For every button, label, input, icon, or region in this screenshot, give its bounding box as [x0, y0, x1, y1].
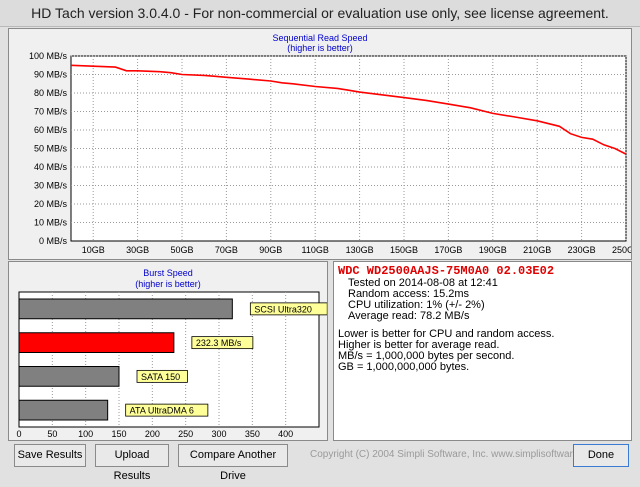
- seq-x-tick-label: 130GB: [346, 245, 374, 255]
- seq-y-tick-label: 0 MB/s: [39, 236, 68, 246]
- burst-bar: [18, 298, 233, 320]
- burst-x-tick-label: 150: [111, 429, 126, 439]
- seq-y-tick-label: 70 MB/s: [34, 107, 68, 117]
- burst-bar-label: ATA UltraDMA 6: [130, 406, 194, 416]
- sequential-read-chart: Sequential Read Speed (higher is better)…: [29, 33, 640, 255]
- seq-x-tick-label: 190GB: [479, 245, 507, 255]
- seq-y-tick-label: 80 MB/s: [34, 88, 68, 98]
- sequential-read-panel: Sequential Read Speed (higher is better)…: [8, 28, 640, 260]
- seq-x-tick-label: 150GB: [390, 245, 418, 255]
- burst-bar: [18, 332, 175, 353]
- burst-x-tick-label: 350: [245, 429, 260, 439]
- burst-bar-label-box: [136, 369, 188, 383]
- burst-x-tick-label: 250: [178, 429, 193, 439]
- tested-on: Tested on 2014-08-08 at 12:41: [348, 277, 498, 289]
- seq-x-tick-label: 50GB: [170, 245, 193, 255]
- burst-x-tick-label: 300: [211, 429, 226, 439]
- burst-bar-label: SCSI Ultra320: [254, 304, 312, 314]
- burst-x-tick-label: 200: [145, 429, 160, 439]
- burst-chart-subtitle: (higher is better): [135, 279, 201, 289]
- seq-y-tick-label: 100 MB/s: [29, 51, 68, 61]
- seq-read-line: [70, 64, 627, 155]
- seq-y-tick-label: 90 MB/s: [34, 70, 68, 80]
- copyright-text: Copyright (C) 2004 Simpli Software, Inc.…: [310, 449, 601, 460]
- burst-x-tick-label: 400: [278, 429, 293, 439]
- burst-bar-label-box: [191, 336, 254, 350]
- seq-x-tick-label: 170GB: [434, 245, 462, 255]
- burst-bar-label-box: [125, 403, 209, 417]
- burst-x-tick-label: 0: [16, 429, 21, 439]
- burst-bar: [18, 366, 120, 387]
- seq-y-tick-label: 50 MB/s: [34, 144, 68, 154]
- seq-x-tick-label: 10GB: [82, 245, 105, 255]
- burst-chart-title: Burst Speed: [143, 268, 193, 278]
- burst-speed-chart: Burst Speed (higher is better) SCSI Ultr…: [16, 268, 328, 439]
- seq-x-tick-label: 230GB: [568, 245, 596, 255]
- window-title: HD Tach version 3.0.4.0 - For non-commer…: [0, 0, 640, 27]
- burst-bar-label: SATA 150: [141, 372, 180, 382]
- burst-bar: [18, 399, 109, 421]
- burst-x-tick-label: 50: [47, 429, 57, 439]
- seq-y-tick-label: 60 MB/s: [34, 125, 68, 135]
- seq-x-tick-label: 90GB: [259, 245, 282, 255]
- seq-chart-title: Sequential Read Speed: [272, 33, 367, 43]
- seq-y-tick-label: 40 MB/s: [34, 162, 68, 172]
- burst-x-tick-label: 100: [78, 429, 93, 439]
- seq-y-tick-label: 30 MB/s: [34, 181, 68, 191]
- seq-y-tick-label: 20 MB/s: [34, 199, 68, 209]
- average-read: Average read: 78.2 MB/s: [348, 310, 470, 322]
- upload-results-button[interactable]: Upload Results: [95, 444, 169, 482]
- compare-another-drive-button[interactable]: Compare Another Drive: [178, 444, 288, 482]
- burst-bar-label: 232.3 MB/s: [196, 338, 242, 348]
- done-button[interactable]: Done: [573, 444, 629, 467]
- seq-x-tick-label: 110GB: [302, 245, 329, 255]
- seq-y-tick-label: 10 MB/s: [34, 218, 68, 228]
- drive-info-panel: WDC WD2500AAJS-75M0A0 02.03E02 Tested on…: [333, 261, 632, 441]
- save-results-button[interactable]: Save Results: [14, 444, 86, 467]
- seq-x-tick-label: 30GB: [126, 245, 149, 255]
- note-mbs: MB/s = 1,000,000 bytes per second.: [338, 350, 515, 362]
- seq-x-tick-label: 70GB: [215, 245, 238, 255]
- seq-x-tick-label: 210GB: [523, 245, 551, 255]
- seq-chart-subtitle: (higher is better): [287, 43, 353, 53]
- cpu-utilization: CPU utilization: 1% (+/- 2%): [348, 299, 485, 311]
- note-cpu: Lower is better for CPU and random acces…: [338, 328, 555, 340]
- burst-speed-panel: Burst Speed (higher is better) SCSI Ultr…: [8, 261, 328, 441]
- drive-model: WDC WD2500AAJS-75M0A0 02.03E02: [338, 264, 555, 278]
- note-gb: GB = 1,000,000,000 bytes.: [338, 361, 470, 373]
- note-read: Higher is better for average read.: [338, 339, 500, 351]
- random-access: Random access: 15.2ms: [348, 288, 470, 300]
